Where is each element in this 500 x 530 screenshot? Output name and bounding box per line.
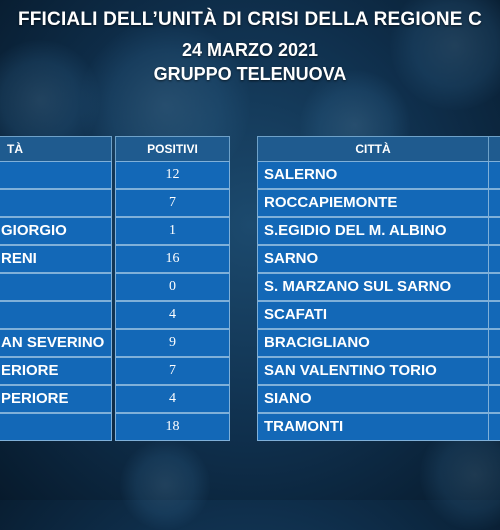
table-row-city: S. MARZANO SUL SARNO: [257, 273, 489, 301]
table-row-city: SAN VALENTINO TORIO: [257, 357, 489, 385]
table-row-extra: [488, 217, 500, 245]
table-row-positive: 0: [115, 273, 230, 301]
table-row-city: BRACIGLIANO: [257, 329, 489, 357]
table-row-positive: 16: [115, 245, 230, 273]
table-row-city: [0, 273, 112, 301]
left-table: TÀ POSITIVI 12 7 GIORGIO 1 RENI 16 0 4 A…: [0, 136, 230, 441]
table-row-positive: 4: [115, 385, 230, 413]
header-date: 24 MARZO 2021: [181, 40, 319, 60]
table-row-positive: 18: [115, 413, 230, 441]
table-row-city: ROCCAPIEMONTE: [257, 189, 489, 217]
table-row-city: RENI: [0, 245, 112, 273]
table-row-extra: [488, 189, 500, 217]
left-col-city-header: TÀ: [0, 136, 112, 162]
table-row-extra: [488, 245, 500, 273]
table-row-city: S.EGIDIO DEL M. ALBINO: [257, 217, 489, 245]
right-table: CITTÀ SALERNO ROCCAPIEMONTE S.EGIDIO DEL…: [257, 136, 500, 441]
table-row-city: PERIORE: [0, 385, 112, 413]
table-row-extra: [488, 301, 500, 329]
table-row-city: SARNO: [257, 245, 489, 273]
table-row-positive: 7: [115, 357, 230, 385]
table-row-city: ERIORE: [0, 357, 112, 385]
table-row-positive: 4: [115, 301, 230, 329]
right-col-city-header: CITTÀ: [257, 136, 489, 162]
table-row-city: SALERNO: [257, 161, 489, 189]
table-row-positive: 7: [115, 189, 230, 217]
table-row-city: [0, 189, 112, 217]
header-title: FFICIALI DELL’UNITÀ DI CRISI DELLA REGIO…: [17, 9, 483, 30]
table-row-extra: [488, 329, 500, 357]
table-row-city: AN SEVERINO: [0, 329, 112, 357]
table-row-city: [0, 413, 112, 441]
table-row-city: GIORGIO: [0, 217, 112, 245]
table-row-city: SIANO: [257, 385, 489, 413]
table-row-extra: [488, 161, 500, 189]
table-row-extra: [488, 413, 500, 441]
header-group: GRUPPO TELENUOVA: [153, 64, 347, 84]
right-col-extra-header: [488, 136, 500, 162]
table-row-positive: 1: [115, 217, 230, 245]
table-row-city: [0, 161, 112, 189]
table-row-city: TRAMONTI: [257, 413, 489, 441]
table-row-city: [0, 301, 112, 329]
table-row-extra: [488, 273, 500, 301]
table-row-positive: 9: [115, 329, 230, 357]
table-row-extra: [488, 385, 500, 413]
table-row-city: SCAFATI: [257, 301, 489, 329]
table-row-positive: 12: [115, 161, 230, 189]
table-row-extra: [488, 357, 500, 385]
